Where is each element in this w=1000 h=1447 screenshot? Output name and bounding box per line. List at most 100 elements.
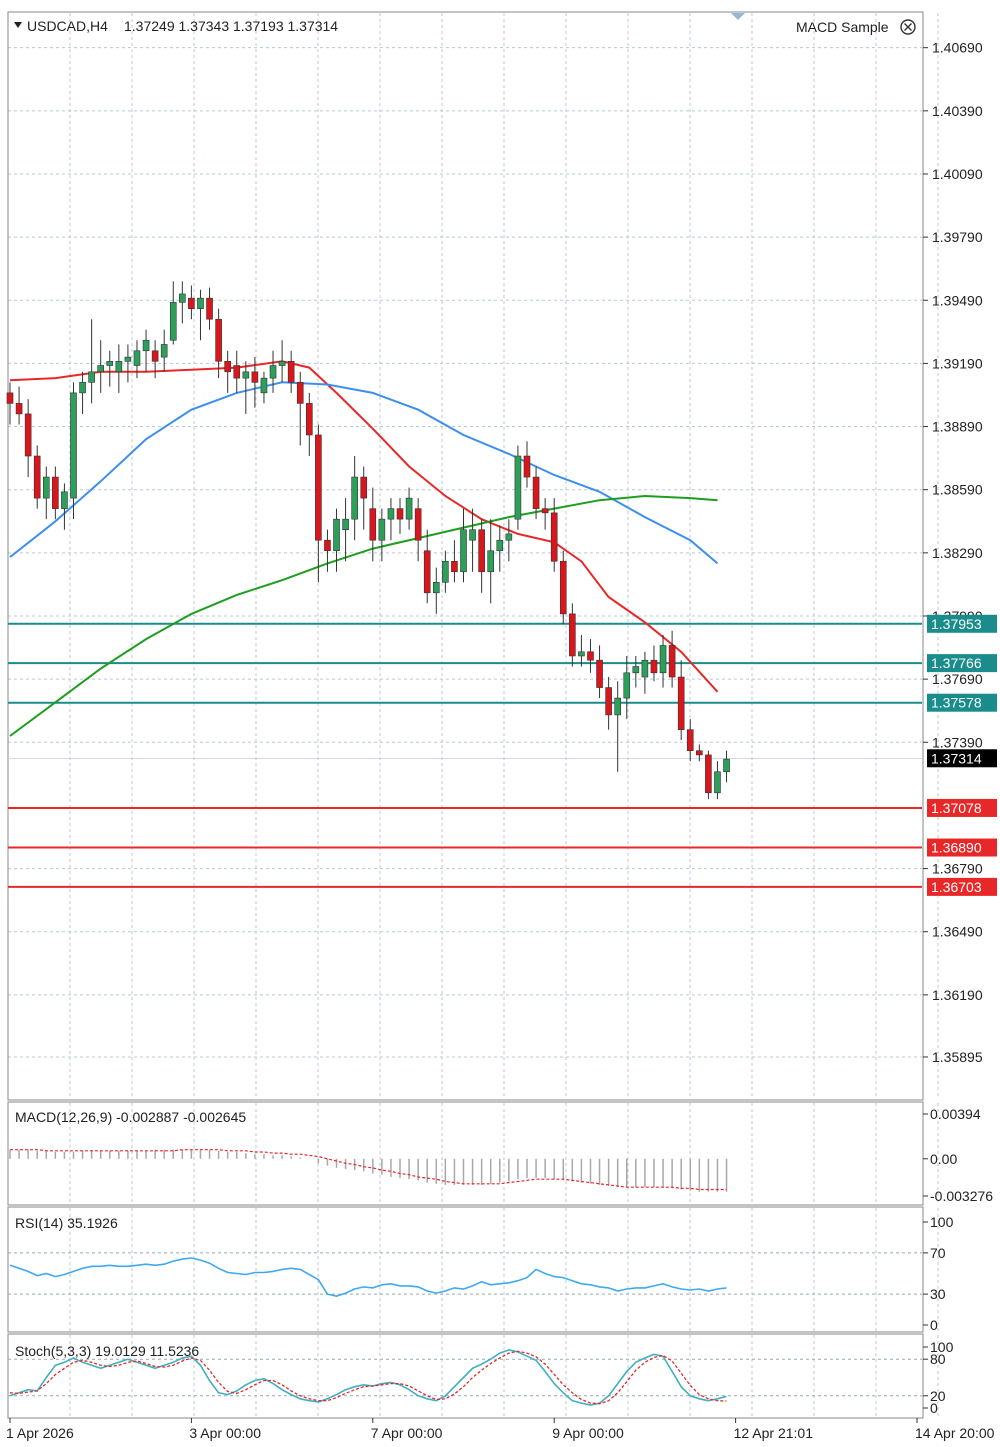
candle <box>315 424 322 583</box>
bull-candle-body <box>260 377 268 394</box>
support-line-tag-label: 1.36703 <box>931 879 982 895</box>
bear-candle-body <box>569 613 576 657</box>
price-tick-label: 1.39190 <box>932 355 983 371</box>
candle <box>677 660 685 741</box>
close-circle-icon[interactable] <box>900 19 916 35</box>
candle <box>496 525 504 572</box>
candle <box>42 466 50 520</box>
candle <box>514 445 522 530</box>
bull-candle-body <box>88 371 95 383</box>
candle <box>124 344 132 383</box>
candle <box>541 498 549 530</box>
candle <box>188 285 195 320</box>
bear-candle-body <box>206 297 213 320</box>
price-tick-label: 1.37390 <box>932 734 983 750</box>
chart-header: USDCAD,H4 1.37249 1.37343 1.37193 1.3731… <box>14 13 916 35</box>
candle <box>169 281 177 345</box>
bear-candle-body <box>596 659 603 688</box>
candle <box>451 540 458 583</box>
bull-candle-body <box>342 518 349 530</box>
candle <box>33 445 41 509</box>
bull-candle-body <box>269 365 277 379</box>
bull-candle-body <box>351 476 358 520</box>
time-axis: 1 Apr 2026 3 Apr 00:00 7 Apr 00:00 9 Apr 00… <box>6 1418 995 1441</box>
bull-candle-body <box>378 518 386 541</box>
resistance-line-tag-label: 1.37953 <box>931 616 982 632</box>
candle <box>360 466 368 530</box>
bull-candle-body <box>179 293 186 303</box>
price-tick-label: 1.38290 <box>932 545 983 561</box>
candle <box>605 677 612 730</box>
candle <box>414 498 422 562</box>
bull-candle-body <box>387 508 395 520</box>
candle <box>396 498 404 534</box>
price-tick-label: 1.36790 <box>932 861 983 877</box>
bear-candle-body <box>369 508 377 541</box>
symbol-label: USDCAD,H4 <box>27 18 108 34</box>
resistance-line-tag <box>927 693 997 712</box>
bear-candle-body <box>296 382 304 404</box>
resistance-line-tag-label: 1.37766 <box>931 655 982 671</box>
ma-mid-line <box>9 381 719 565</box>
support-line-tag <box>927 838 997 857</box>
price-tick-label: 1.40690 <box>932 40 983 56</box>
bull-candle-body <box>469 529 476 541</box>
rsi-tick-label: 70 <box>930 1245 946 1261</box>
candle <box>106 350 114 387</box>
bull-candle-body <box>496 539 504 552</box>
candle <box>532 466 540 520</box>
bull-candle-body <box>623 672 631 699</box>
candle <box>705 750 712 800</box>
bull-candle-body <box>160 344 168 358</box>
bull-candle-body <box>514 455 522 520</box>
bear-candle-body <box>478 529 485 573</box>
bull-candle-body <box>460 529 467 573</box>
stoch-tick-label: 80 <box>930 1351 946 1367</box>
stoch-main-line <box>9 1349 727 1406</box>
time-tick-label: 9 Apr 00:00 <box>552 1425 624 1441</box>
bull-candle-body <box>487 550 495 573</box>
candle <box>24 399 32 478</box>
bear-candle-body <box>188 297 195 309</box>
candle <box>88 319 95 404</box>
support-line-tag-label: 1.37078 <box>931 800 982 816</box>
price-tick-label: 1.39790 <box>932 229 983 245</box>
candle <box>714 761 721 800</box>
candle <box>686 719 694 762</box>
bear-candle-body <box>251 371 259 383</box>
one-click-trading-icon[interactable] <box>731 13 745 20</box>
candle <box>505 519 513 562</box>
candle <box>133 340 141 379</box>
candle <box>641 651 649 694</box>
bear-candle-body <box>677 676 685 730</box>
candle <box>296 371 304 446</box>
candle <box>478 519 485 593</box>
moving-averages <box>9 360 719 737</box>
bull-candle-body <box>142 339 150 352</box>
support-line-tag-label: 1.36890 <box>931 840 982 856</box>
candle <box>269 350 277 393</box>
bear-candle-body <box>550 512 558 562</box>
candle <box>650 645 658 682</box>
macd-pane-border <box>7 1101 924 1206</box>
bull-candle-body <box>169 302 177 341</box>
candle <box>696 744 703 762</box>
time-tick-label: 1 Apr 2026 <box>6 1425 74 1441</box>
bull-candle-body <box>505 533 513 541</box>
macd-tick-label: -0.003276 <box>930 1188 993 1204</box>
bull-candle-body <box>442 560 449 583</box>
candles <box>6 281 730 800</box>
ma-fast-line <box>9 360 719 693</box>
candle <box>659 634 667 688</box>
price-tick-label: 1.35895 <box>932 1049 983 1065</box>
rsi-line <box>9 1257 727 1298</box>
bull-candle-body <box>124 356 132 362</box>
candle <box>179 281 186 324</box>
support-line-tag <box>927 877 997 896</box>
dropdown-triangle-icon[interactable] <box>14 22 22 28</box>
candle <box>151 340 159 379</box>
bear-candle-body <box>215 318 222 362</box>
candle <box>52 466 59 520</box>
